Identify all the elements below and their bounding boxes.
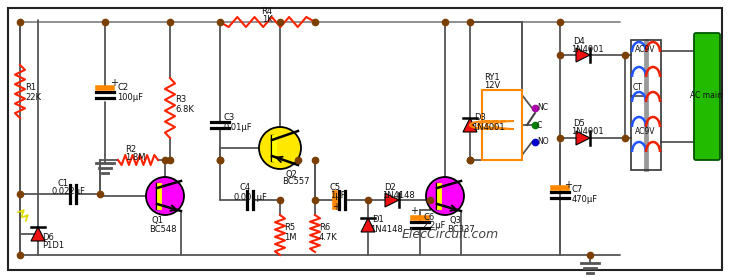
Text: 2.2µF: 2.2µF xyxy=(422,222,445,230)
Text: ElecCircuit.com: ElecCircuit.com xyxy=(402,229,499,242)
Text: +: + xyxy=(410,206,418,216)
Text: 1N4148: 1N4148 xyxy=(370,225,403,235)
Polygon shape xyxy=(361,218,375,232)
Text: 12V: 12V xyxy=(484,81,500,91)
Text: 1N4001: 1N4001 xyxy=(571,44,604,53)
Text: R5: R5 xyxy=(284,224,295,232)
Text: Q3: Q3 xyxy=(450,217,462,225)
Text: R6: R6 xyxy=(319,224,330,232)
Text: R1: R1 xyxy=(25,83,36,91)
Text: AC9V: AC9V xyxy=(635,44,656,53)
Text: P1D1: P1D1 xyxy=(42,242,64,250)
Text: +: + xyxy=(110,78,118,88)
FancyBboxPatch shape xyxy=(694,33,720,160)
Polygon shape xyxy=(576,48,590,62)
Text: D5: D5 xyxy=(573,120,585,128)
Text: 1K: 1K xyxy=(261,16,272,24)
Text: AC main: AC main xyxy=(690,91,722,101)
Text: C7: C7 xyxy=(572,185,583,195)
Text: 1N4148: 1N4148 xyxy=(382,192,415,200)
Circle shape xyxy=(426,177,464,215)
Text: R2: R2 xyxy=(125,145,136,155)
Text: NO: NO xyxy=(537,138,549,147)
Circle shape xyxy=(259,127,301,169)
Text: 0.001µF: 0.001µF xyxy=(234,192,268,202)
Text: BC548: BC548 xyxy=(149,225,177,234)
Text: C: C xyxy=(537,120,542,130)
Polygon shape xyxy=(463,118,477,132)
Text: C6: C6 xyxy=(424,212,435,222)
Text: 1.8M: 1.8M xyxy=(125,153,145,163)
Text: 0.01µF: 0.01µF xyxy=(224,123,253,133)
Text: D4: D4 xyxy=(573,36,585,46)
Text: 1M: 1M xyxy=(284,232,296,242)
Text: AC9V: AC9V xyxy=(635,128,656,136)
Text: 1µF: 1µF xyxy=(330,192,345,200)
Circle shape xyxy=(146,177,184,215)
Text: D3: D3 xyxy=(474,113,486,123)
Text: C5: C5 xyxy=(330,183,341,192)
Text: R3: R3 xyxy=(175,96,186,105)
Text: +: + xyxy=(332,202,340,212)
Text: 22K: 22K xyxy=(25,93,41,101)
Text: 6.8K: 6.8K xyxy=(175,105,194,115)
Text: 1N4001: 1N4001 xyxy=(472,123,504,133)
Text: 0.022µF: 0.022µF xyxy=(52,187,86,195)
Text: D6: D6 xyxy=(42,232,54,242)
Text: 4.7K: 4.7K xyxy=(319,232,338,242)
Text: 100µF: 100µF xyxy=(117,93,143,101)
Text: 1N4001: 1N4001 xyxy=(571,128,604,136)
Text: Q1: Q1 xyxy=(151,217,163,225)
Text: C1: C1 xyxy=(58,178,69,187)
Polygon shape xyxy=(31,227,45,241)
Text: Q2: Q2 xyxy=(285,170,297,178)
Polygon shape xyxy=(576,131,590,145)
Bar xyxy=(631,40,661,170)
Text: C2: C2 xyxy=(117,83,128,93)
Text: CT: CT xyxy=(633,83,643,93)
Text: R4: R4 xyxy=(261,8,272,16)
Text: BC557: BC557 xyxy=(282,177,310,187)
Text: C3: C3 xyxy=(224,113,235,123)
Text: D1: D1 xyxy=(372,215,384,225)
Text: C4: C4 xyxy=(240,183,251,192)
Text: NC: NC xyxy=(537,103,548,113)
Polygon shape xyxy=(385,193,399,207)
Text: D2: D2 xyxy=(384,183,396,192)
Text: +: + xyxy=(564,180,572,190)
Bar xyxy=(482,90,522,160)
Text: BC337: BC337 xyxy=(447,225,474,234)
Text: RY1: RY1 xyxy=(484,73,499,83)
Text: 470µF: 470µF xyxy=(572,195,598,205)
